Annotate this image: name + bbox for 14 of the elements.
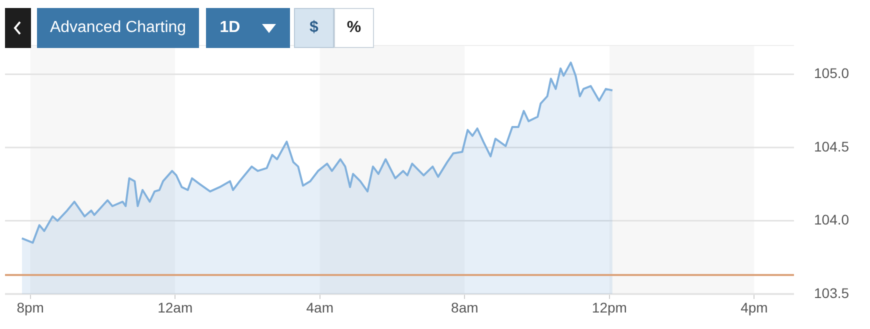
x-tick-label: 12pm <box>592 299 627 316</box>
toggle-button: $ <box>294 8 334 48</box>
dropdown-button: 1D <box>206 8 290 48</box>
x-tick-label: 12am <box>158 299 193 316</box>
y-tick-label: 104.5 <box>814 138 850 154</box>
chart-button: Advanced Charting <box>37 8 199 48</box>
x-tick-label: 4pm <box>740 299 768 316</box>
toggle-button: % <box>334 8 374 48</box>
x-tick-label: 8am <box>451 299 478 316</box>
y-tick-label: 104.0 <box>814 212 850 228</box>
y-tick-label: 103.5 <box>814 284 850 301</box>
x-tick-label: 4am <box>306 299 334 316</box>
y-tick-label: 105.0 <box>814 65 850 82</box>
x-tick-label: 8pm <box>16 299 44 316</box>
